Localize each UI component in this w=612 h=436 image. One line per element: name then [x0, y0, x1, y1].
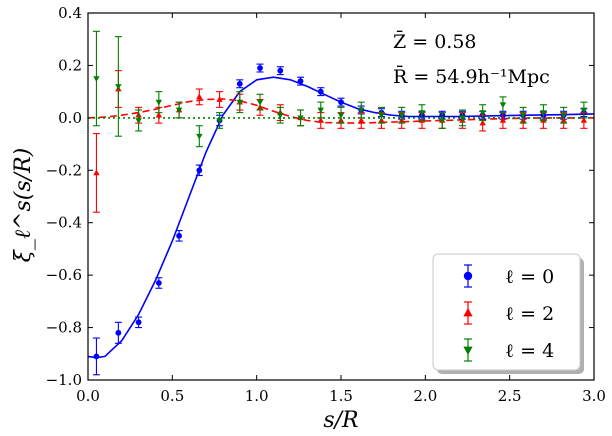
x-axis-ticks: 0.0 0.5 1.0 1.5 2.0 2.5 3.0 [76, 13, 606, 405]
x-tick-label: 0.0 [76, 387, 100, 405]
data-point [196, 93, 203, 100]
y-axis-label: ξ_ℓ^s(s/R) [11, 148, 36, 262]
data-point [196, 167, 203, 174]
data-point [418, 110, 426, 117]
y-tick-label: −0.2 [46, 161, 82, 179]
x-tick-label: 1.0 [245, 387, 269, 405]
data-point [277, 112, 284, 119]
data-point [378, 112, 385, 119]
x-axis-label: s/R [323, 408, 358, 433]
legend-entries: ℓ = 0 ℓ = 2 ℓ = 4 [463, 264, 554, 362]
y-tick-label: −0.8 [46, 319, 82, 337]
y-tick-label: −0.6 [46, 266, 82, 284]
legend-label: ℓ = 4 [505, 340, 554, 362]
data-point [540, 110, 547, 117]
data-point [499, 116, 507, 123]
data-point [499, 102, 507, 109]
data-point [155, 99, 163, 106]
data-point [560, 112, 567, 119]
data-point [317, 88, 324, 95]
data-point [176, 232, 182, 239]
data-point [580, 107, 588, 114]
legend-label: ℓ = 2 [505, 303, 554, 325]
plot-frame [87, 12, 595, 381]
x-tick-label: 2.5 [498, 387, 522, 405]
data-point [297, 115, 304, 122]
data-point [317, 116, 324, 123]
data-point [216, 96, 223, 102]
y-tick-label: −0.4 [46, 214, 82, 232]
y-tick-label: 0.4 [58, 4, 82, 22]
x-tick-label: 2.0 [413, 387, 437, 405]
y-axis-ticks: −1.0 −0.8 −0.6 −0.4 −0.2 0.0 0.2 0.4 [46, 4, 594, 389]
data-point [257, 65, 263, 71]
y-tick-label: −1.0 [46, 371, 82, 389]
data-point [398, 112, 405, 119]
data-point [115, 84, 122, 90]
x-tick-label: 3.0 [582, 387, 606, 405]
data-point [337, 112, 345, 119]
data-point [439, 118, 446, 124]
y-tick-label: 0.2 [58, 56, 82, 74]
model-curves [87, 76, 595, 359]
data-point [196, 133, 203, 140]
data-point [216, 118, 223, 124]
data-point [519, 112, 527, 119]
data-point [115, 329, 122, 336]
data-point [479, 119, 486, 126]
data-point [93, 76, 100, 83]
legend-marker [463, 346, 473, 356]
legend-marker [463, 271, 473, 281]
data-points [92, 30, 588, 376]
data-point [358, 107, 365, 114]
data-point [155, 111, 163, 118]
data-point [135, 118, 142, 124]
annotation-radius: R̄ = 54.9h⁻¹Mpc [393, 65, 550, 88]
data-point [580, 116, 588, 123]
y-tick-label: 0.0 [58, 109, 82, 127]
data-point [236, 99, 243, 106]
data-point [277, 67, 284, 74]
legend-box [432, 253, 581, 371]
x-tick-label: 1.5 [329, 387, 353, 405]
data-point [155, 280, 162, 286]
data-point [358, 116, 365, 123]
data-point [93, 353, 100, 360]
legend: ℓ = 0 ℓ = 2 ℓ = 4 [432, 253, 584, 374]
data-point [338, 99, 344, 106]
legend-marker [463, 307, 473, 317]
model-curve [87, 98, 594, 124]
model-curve [87, 76, 595, 359]
data-point [297, 78, 304, 85]
data-point [479, 110, 486, 117]
annotation-redshift: Z̄ = 0.58 [393, 30, 477, 53]
data-point [459, 115, 466, 122]
data-point [256, 99, 264, 106]
legend-label: ℓ = 0 [505, 266, 554, 288]
data-point [175, 107, 183, 114]
data-point [236, 80, 243, 87]
data-point [135, 319, 142, 326]
data-point [317, 107, 324, 114]
x-tick-label: 0.5 [160, 387, 184, 405]
data-point [93, 169, 100, 176]
